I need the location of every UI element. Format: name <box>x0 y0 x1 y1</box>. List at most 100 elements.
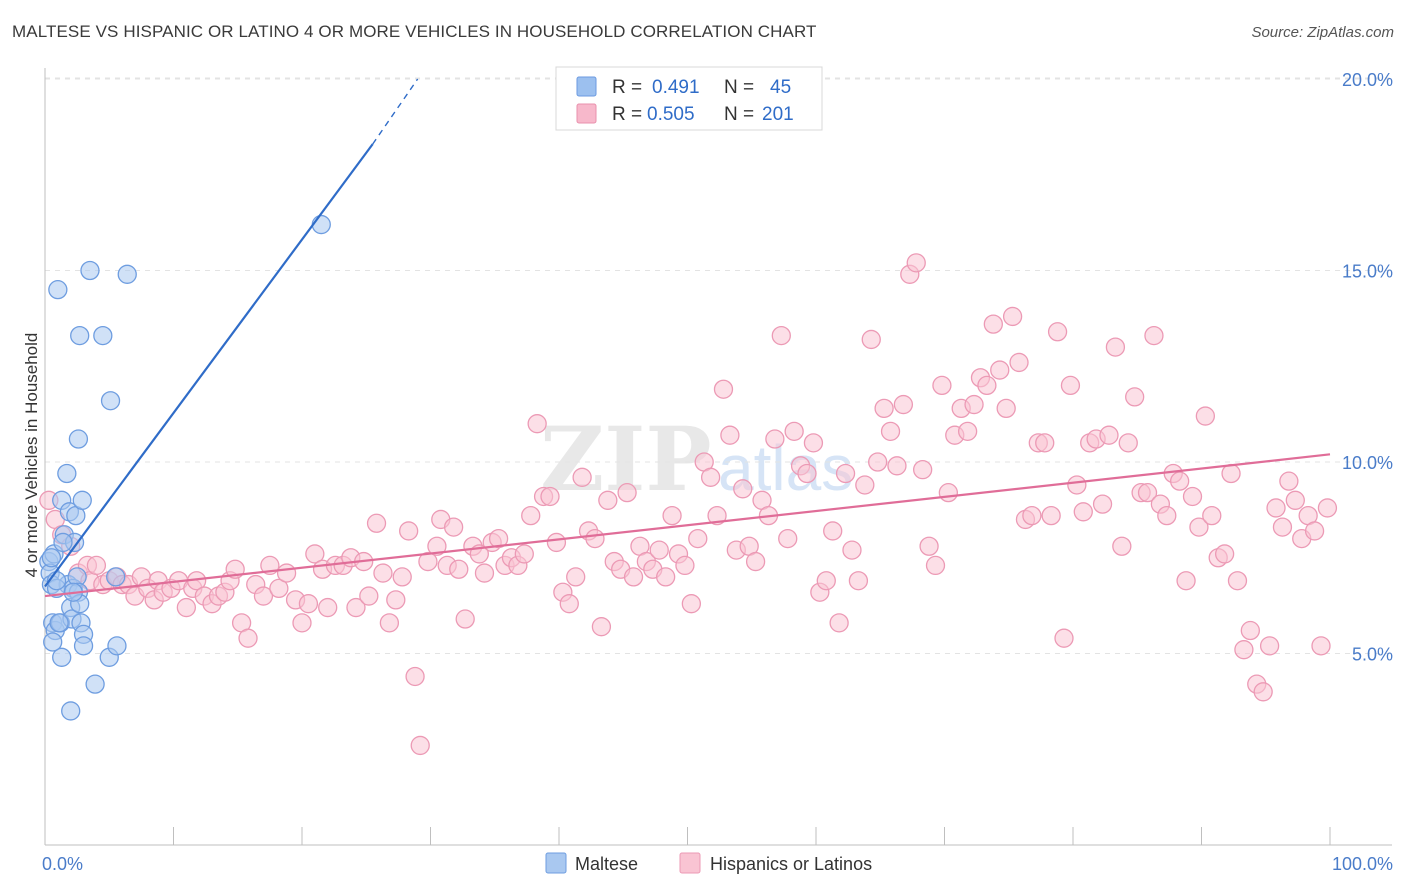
hispanic-point-52 <box>386 590 406 610</box>
hispanic-point-189 <box>1266 498 1286 518</box>
hispanic-point-169 <box>1137 482 1158 503</box>
hispanic-point-158 <box>1067 475 1087 495</box>
axes <box>44 68 1392 846</box>
hispanic-point-172 <box>1157 505 1177 526</box>
hispanic-point-61 <box>443 517 464 537</box>
legend-bottom: Maltese Hispanics or Latinos <box>545 852 872 874</box>
hispanic-point-130 <box>887 456 907 476</box>
legend-n-value-maltese: 45 <box>770 77 791 98</box>
legend-swatch-hispanic <box>576 103 597 124</box>
maltese-point-35 <box>107 636 127 656</box>
hispanic-point-176 <box>1182 486 1203 507</box>
hispanic-point-56 <box>410 735 430 756</box>
hispanic-point-185 <box>1240 620 1260 641</box>
hispanic-point-162 <box>1092 494 1113 514</box>
hispanic-point-121 <box>829 613 849 633</box>
hispanic-point-166 <box>1118 433 1138 453</box>
maltese-point-6 <box>48 279 68 300</box>
hispanic-point-49 <box>366 513 387 533</box>
hispanic-point-88 <box>617 482 637 503</box>
hispanic-point-127 <box>868 452 888 472</box>
bottom-legend-label-hispanic: Hispanics or Latinos <box>710 854 872 874</box>
hispanic-point-157 <box>1060 375 1081 396</box>
maltese-point-26 <box>80 260 100 281</box>
hispanic-point-142 <box>964 394 984 415</box>
hispanic-point-33 <box>253 586 274 606</box>
hispanic-point-190 <box>1272 517 1293 537</box>
hispanic-point-120 <box>823 521 843 541</box>
hispanic-point-154 <box>1041 505 1061 526</box>
hispanic-point-126 <box>861 329 881 350</box>
hispanic-point-179 <box>1202 505 1222 526</box>
legend-swatch-maltese <box>576 76 597 97</box>
hispanic-point-35 <box>269 578 289 599</box>
hispanic-point-167 <box>1125 387 1145 407</box>
hispanic-point-101 <box>700 467 721 487</box>
hispanic-point-114 <box>784 421 804 442</box>
y-tick-label-3: 20.0% <box>1342 70 1393 90</box>
maltese-point-40 <box>106 567 126 587</box>
hispanic-point-89 <box>623 567 644 587</box>
hispanic-point-62 <box>449 559 469 579</box>
hispanic-point-21 <box>176 597 197 618</box>
hispanic-point-135 <box>919 536 939 556</box>
hispanic-point-40 <box>305 544 325 564</box>
hispanic-point-188 <box>1259 636 1280 656</box>
x-tick-label-0: 0.0% <box>42 854 83 874</box>
hispanic-point-81 <box>572 467 592 487</box>
hispanic-point-68 <box>488 528 509 549</box>
legend-top: R = 0.491 N = 45 R = 0.505 N = 201 <box>555 66 823 131</box>
legend-box <box>555 66 823 131</box>
hispanic-point-54 <box>399 521 419 541</box>
hispanic-point-97 <box>675 555 695 576</box>
chart-title: MALTESE VS HISPANIC OR LATINO 4 OR MORE … <box>12 22 817 41</box>
hispanic-point-58 <box>427 536 447 556</box>
hispanic-point-112 <box>771 325 791 346</box>
hispanic-point-174 <box>1170 471 1190 491</box>
legend-r-value-hispanic: 0.505 <box>647 104 695 125</box>
hispanic-point-77 <box>546 532 567 553</box>
hispanic-point-192 <box>1285 490 1305 510</box>
maltese-point-24 <box>70 325 90 346</box>
x-tick-label-1: 100.0% <box>1332 854 1393 874</box>
hispanic-point-149 <box>1009 352 1029 373</box>
hispanic-point-191 <box>1279 471 1299 491</box>
hispanic-point-108 <box>745 551 766 572</box>
hispanic-point-137 <box>932 375 952 396</box>
hispanic-point-146 <box>990 360 1010 380</box>
hispanic-point-42 <box>318 597 338 618</box>
bottom-legend-swatch-hispanic <box>679 852 701 874</box>
hispanic-point-80 <box>566 567 586 587</box>
hispanic-point-116 <box>797 463 817 484</box>
hispanic-point-128 <box>874 398 894 419</box>
hispanic-point-156 <box>1054 628 1074 648</box>
hispanic-point-66 <box>474 563 495 583</box>
grid-lines <box>45 77 1392 654</box>
hispanic-point-123 <box>842 540 862 560</box>
hispanic-point-103 <box>713 379 734 399</box>
hispanic-point-104 <box>720 425 740 445</box>
hispanic-point-46 <box>346 597 366 618</box>
hispanic-point-106 <box>733 479 753 499</box>
maltese-trend-extension <box>372 78 419 145</box>
hispanic-point-53 <box>392 567 412 587</box>
hispanic-point-74 <box>527 414 547 434</box>
hispanic-point-99 <box>688 528 708 549</box>
hispanic-point-136 <box>925 555 946 576</box>
hispanic-point-175 <box>1176 571 1196 591</box>
bottom-legend-label-maltese: Maltese <box>575 854 638 874</box>
maltese-point-27 <box>93 325 113 346</box>
hispanic-point-51 <box>379 613 400 633</box>
hispanic-point-50 <box>373 563 393 583</box>
hispanic-point-85 <box>598 490 618 510</box>
hispanic-point-182 <box>1221 463 1241 484</box>
maltese-points <box>39 214 331 721</box>
maltese-point-29 <box>117 264 137 284</box>
hispanic-point-153 <box>1035 433 1055 453</box>
hispanic-point-178 <box>1195 406 1216 426</box>
hispanic-point-94 <box>656 567 676 587</box>
maltese-point-38 <box>53 532 73 553</box>
maltese-point-22 <box>72 490 92 510</box>
hispanic-point-57 <box>418 551 438 572</box>
